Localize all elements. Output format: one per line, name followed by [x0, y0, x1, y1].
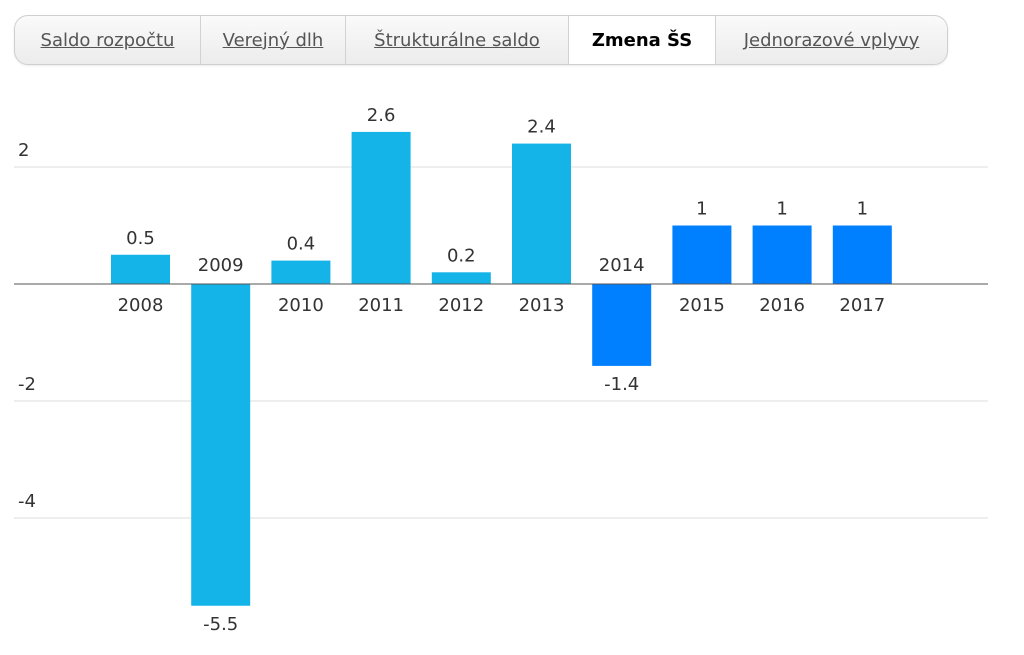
- bar: [351, 131, 411, 284]
- data-label: -1.4: [604, 374, 639, 395]
- x-tick-label: 2008: [118, 295, 164, 316]
- data-label: 0.2: [447, 245, 476, 266]
- bar: [672, 225, 732, 284]
- y-tick-label: -2: [18, 374, 36, 395]
- bar: [752, 225, 812, 284]
- x-tick-label: 2013: [519, 295, 565, 316]
- bar: [512, 143, 571, 284]
- y-tick-label: 2: [18, 140, 29, 161]
- y-tick-label: -4: [18, 491, 36, 512]
- data-label: 0.4: [287, 234, 316, 255]
- bar: [431, 272, 491, 284]
- data-label: -5.5: [203, 614, 238, 635]
- x-tick-label: 2010: [278, 295, 324, 316]
- data-label: 2.4: [527, 117, 556, 138]
- data-label: 1: [696, 199, 707, 220]
- x-tick-label: 2011: [358, 295, 404, 316]
- x-tick-label: 2017: [839, 295, 885, 316]
- data-label: 1: [857, 199, 868, 220]
- data-label: 0.5: [126, 228, 155, 249]
- tab-bar: Saldo rozpočtu Verejný dlh Štrukturálne …: [14, 15, 948, 65]
- bar: [191, 284, 251, 606]
- data-label: 2.6: [367, 105, 396, 126]
- x-tick-label: 2009: [198, 255, 244, 276]
- x-tick-label: 2016: [759, 295, 805, 316]
- data-label: 1: [776, 199, 787, 220]
- tab-zmena-ss[interactable]: Zmena ŠS: [569, 16, 716, 64]
- tab-jednorazove-vplyvy[interactable]: Jednorazové vplyvy: [743, 29, 920, 51]
- bar: [592, 284, 652, 366]
- bar: [832, 225, 892, 284]
- tab-verejny-dlh[interactable]: Verejný dlh: [201, 16, 346, 64]
- x-tick-label: 2012: [438, 295, 484, 316]
- tab-strukturalne-saldo[interactable]: Štrukturálne saldo: [346, 16, 569, 64]
- x-tick-label: 2015: [679, 295, 725, 316]
- tab-saldo-rozpoctu[interactable]: Saldo rozpočtu: [15, 16, 201, 64]
- bar: [271, 260, 331, 284]
- bar: [111, 254, 170, 284]
- x-tick-label: 2014: [599, 255, 645, 276]
